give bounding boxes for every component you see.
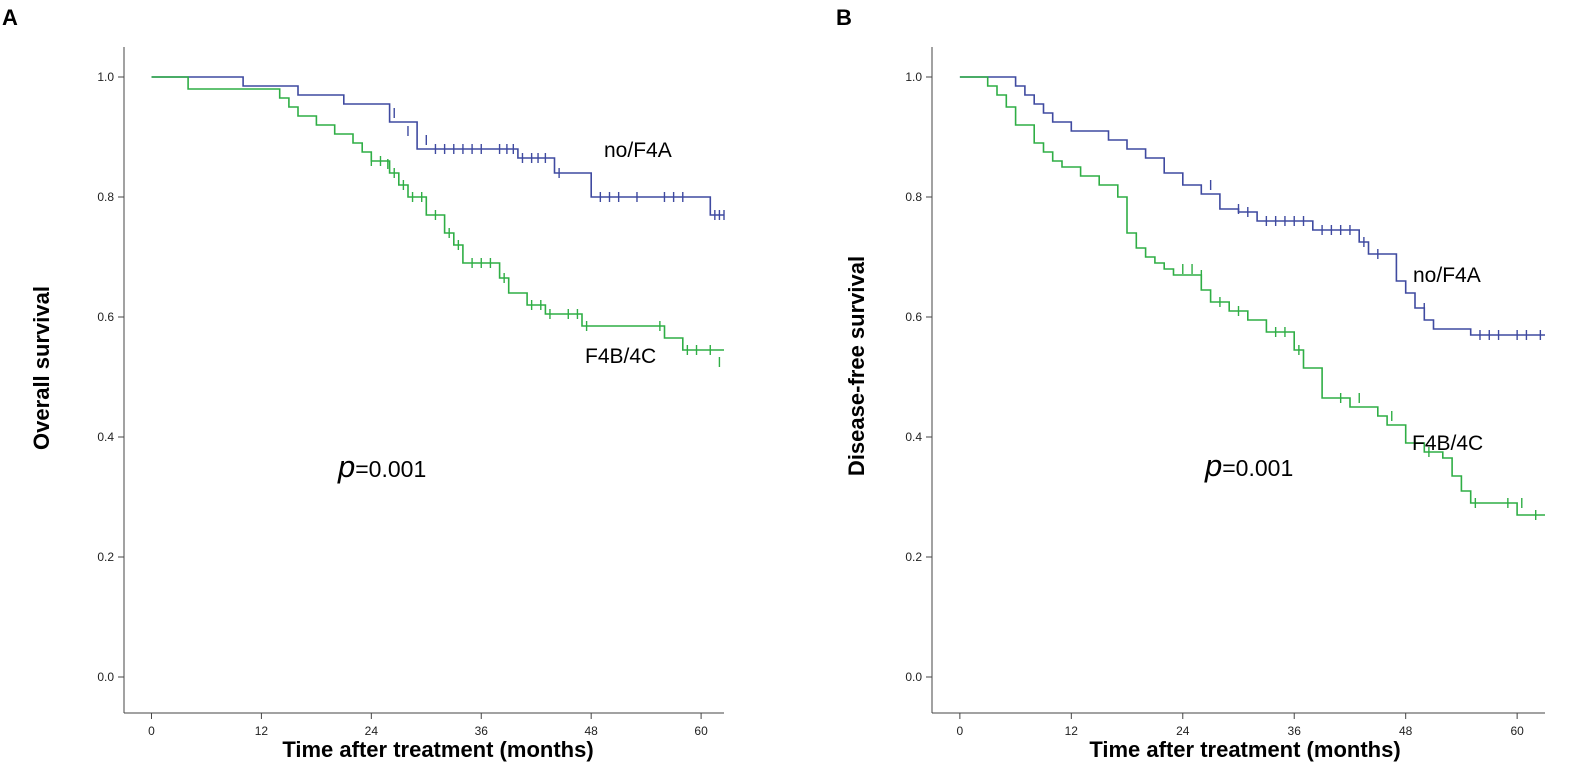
y-tick-label: 0.4 (905, 430, 922, 444)
p-value-a: p=0.001 (337, 449, 426, 484)
x-tick-label: 24 (1176, 724, 1190, 738)
y-axis-title-a: Overall survival (29, 286, 54, 450)
x-tick-label: 48 (584, 724, 598, 738)
y-tick-label: 0.4 (97, 430, 114, 444)
y-tick-label: 0.8 (905, 190, 922, 204)
p-text-a: =0.001 (355, 456, 426, 482)
y-tick-label: 0.6 (905, 310, 922, 324)
x-tick-label: 36 (475, 724, 489, 738)
x-tick-label: 12 (255, 724, 269, 738)
series-label-no-f4a-a: no/F4A (604, 139, 672, 162)
x-tick-label: 0 (148, 724, 155, 738)
x-axis-title-a: Time after treatment (months) (282, 737, 593, 762)
p-value-b: p=0.001 (1204, 448, 1293, 483)
panel-b-plot: 0.0 0.2 0.4 0.6 0.8 1.0 0 12 24 36 48 60 (905, 47, 1545, 738)
panel-a-plot: 0.0 0.2 0.4 0.6 0.8 1.0 0 12 24 36 48 60 (97, 47, 725, 738)
x-tick-label: 24 (365, 724, 379, 738)
series-label-f4b-4c-b: F4B/4C (1412, 432, 1483, 455)
series-label-f4b-4c-a: F4B/4C (585, 345, 656, 368)
x-tick-label: 60 (694, 724, 708, 738)
panel-b: B 0.0 0.2 0.4 0.6 0.8 1.0 0 12 24 36 48 60 Time aft… (836, 5, 1545, 762)
p-text-b: =0.001 (1222, 455, 1293, 481)
y-tick-label: 1.0 (97, 70, 114, 84)
x-tick-label: 60 (1510, 724, 1524, 738)
y-tick-label: 0.0 (905, 670, 922, 684)
x-tick-label: 12 (1065, 724, 1079, 738)
series-line-f4b-4c-a (151, 76, 724, 351)
y-tick-label: 1.0 (905, 70, 922, 84)
x-axis-title-b: Time after treatment (months) (1089, 737, 1400, 762)
panel-label-a: A (2, 5, 18, 30)
y-tick-label: 0.6 (97, 310, 114, 324)
p-symbol-a: p (337, 449, 355, 484)
x-tick-label: 0 (957, 724, 964, 738)
series-line-f4b-4c-b (959, 76, 1545, 516)
y-tick-label: 0.8 (97, 190, 114, 204)
x-tick-label: 48 (1399, 724, 1413, 738)
series-label-no-f4a-b: no/F4A (1413, 264, 1481, 287)
panel-a: A 0.0 0.2 0.4 0.6 0.8 1.0 0 12 24 36 48 60 Time aft… (2, 5, 725, 762)
series-line-no-f4a-b (959, 76, 1545, 336)
p-symbol-b: p (1204, 448, 1222, 483)
y-axis-title-b: Disease-free survival (844, 256, 869, 476)
y-tick-label: 0.0 (97, 670, 114, 684)
panel-label-b: B (836, 5, 852, 30)
y-tick-label: 0.2 (905, 550, 922, 564)
y-tick-label: 0.2 (97, 550, 114, 564)
series-line-no-f4a-a (151, 76, 724, 216)
x-tick-label: 36 (1288, 724, 1302, 738)
